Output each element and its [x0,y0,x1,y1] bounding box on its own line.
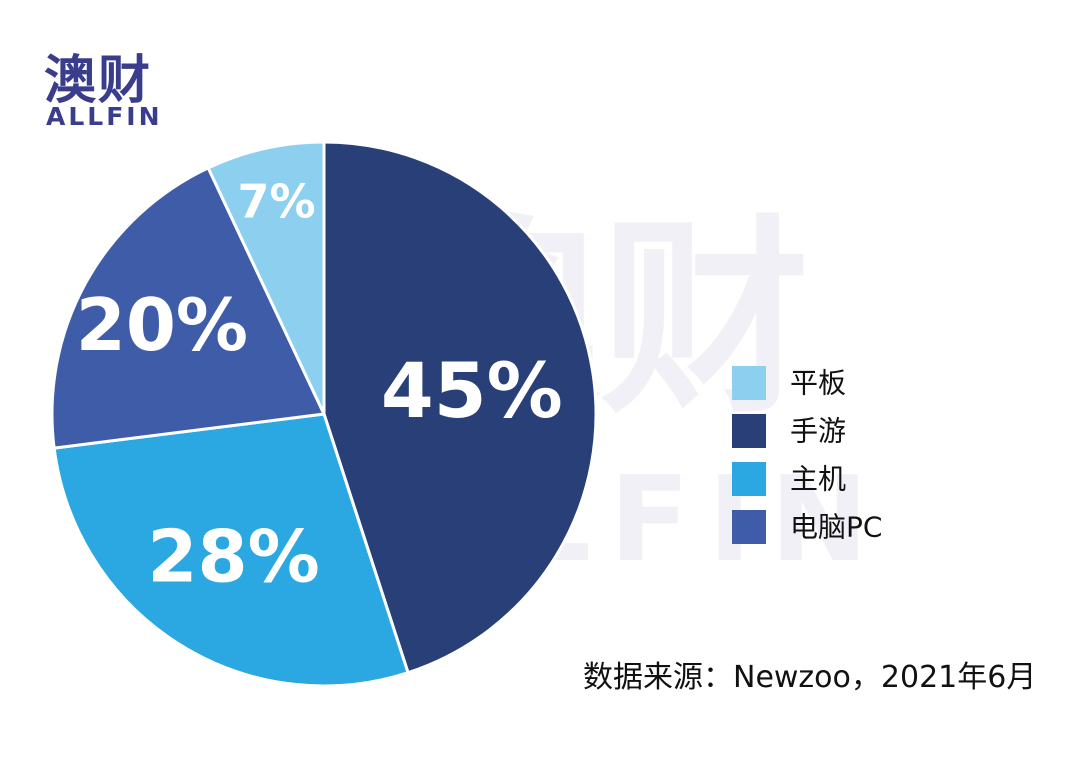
pie-label-1: 28% [147,514,319,598]
legend-label-0: 平板 [790,367,846,400]
legend-swatch-0 [732,366,766,400]
pie-slice-2 [50,166,326,450]
legend-label-2: 主机 [790,463,846,496]
legend-swatch-3 [732,510,766,544]
legend-label-3: 电脑PC [790,511,882,544]
legend-swatch-2 [732,462,766,496]
pie-label-3: 7% [237,175,315,229]
pie-label-0: 45% [381,346,563,435]
pie-label-2: 20% [76,283,248,367]
legend-label-1: 手游 [790,415,846,448]
pie-slices [50,140,598,688]
source-note: 数据来源：Newzoo，2021年6月 [583,660,1037,695]
pie-slice-0 [322,140,598,675]
pie-slice-labels: 45% 28% 20% 7% [76,175,563,599]
logo-cn: 澳财 [44,51,153,111]
pie-slice-3 [206,140,326,416]
pie-slice-1 [52,412,410,688]
legend-swatch-1 [732,414,766,448]
logo-en: ALLFIN [46,102,163,131]
